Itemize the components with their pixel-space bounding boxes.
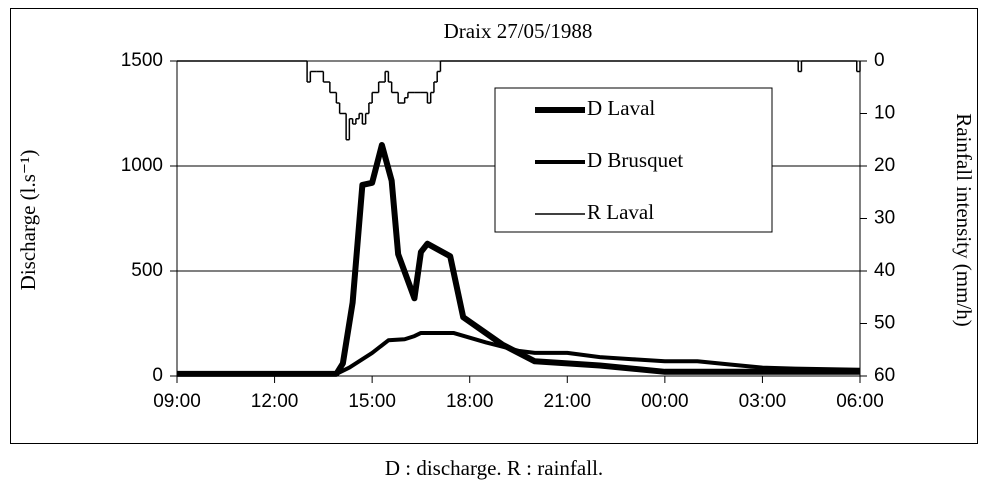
y2-tick-label: 10 [874, 103, 895, 124]
x-tick-label: 12:00 [251, 391, 299, 412]
chart-title: Draix 27/05/1988 [444, 19, 593, 43]
x-tick-label: 09:00 [153, 391, 201, 412]
x-tick-label: 21:00 [544, 391, 592, 412]
y2-tick-label: 30 [874, 208, 895, 229]
y2-tick-label: 20 [874, 155, 895, 176]
discharge-line [177, 330, 861, 376]
legend-label: D Laval [587, 96, 655, 120]
y2-axis-label: Rainfall intensity (mm/h) [952, 113, 976, 326]
x-tick-label: 15:00 [348, 391, 396, 412]
discharge-line [177, 142, 860, 377]
y-tick-label: 0 [152, 365, 163, 386]
caption: D : discharge. R : rainfall. [385, 456, 603, 480]
x-tick-label: 06:00 [836, 391, 884, 412]
y-tick-label: 500 [131, 260, 163, 281]
y-axis-label: Discharge (l.s⁻¹) [16, 150, 40, 291]
y-tick-label: 1500 [121, 50, 163, 71]
x-tick-label: 00:00 [641, 391, 689, 412]
y2-tick-label: 60 [874, 365, 895, 386]
y2-tick-label: 0 [874, 50, 885, 71]
y-tick-label: 1000 [121, 155, 163, 176]
legend-label: D Brusquet [587, 148, 683, 172]
x-tick-label: 18:00 [446, 391, 494, 412]
y2-tick-label: 50 [874, 313, 895, 334]
x-tick-label: 03:00 [739, 391, 787, 412]
y2-tick-label: 40 [874, 260, 895, 281]
chart-frame [10, 8, 978, 444]
legend-label: R Laval [587, 200, 654, 224]
